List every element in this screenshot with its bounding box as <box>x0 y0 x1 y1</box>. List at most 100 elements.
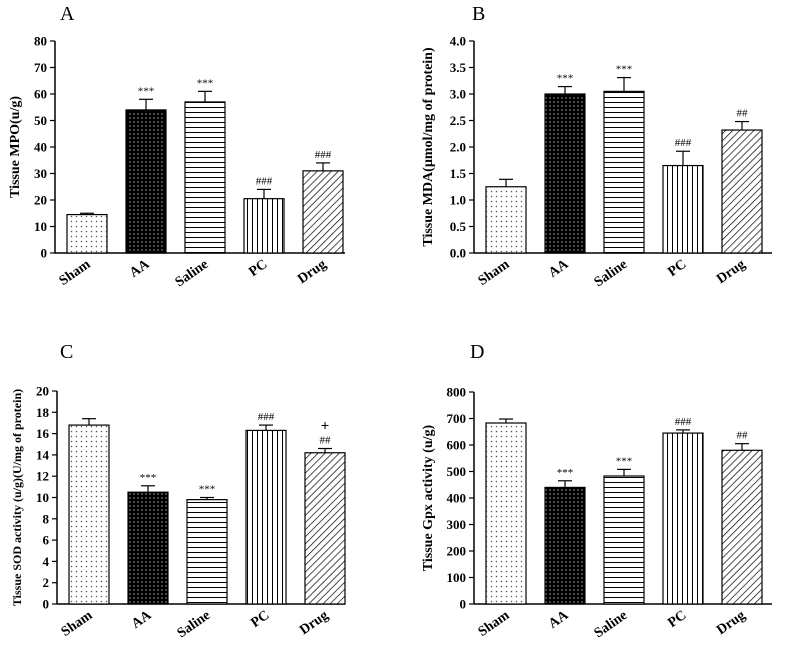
significance-mark: ### <box>315 149 332 161</box>
y-tick-label: 2.5 <box>450 113 467 128</box>
x-category-label: Drug <box>714 257 748 287</box>
y-tick-label: 10 <box>34 219 47 234</box>
y-tick-label: 0.0 <box>450 246 466 261</box>
significance-mark: *** <box>138 85 155 97</box>
y-tick-label: 30 <box>34 166 47 181</box>
x-category-label: Sham <box>476 257 513 289</box>
y-tick-label: 300 <box>447 517 467 532</box>
y-tick-label: 500 <box>447 464 467 479</box>
y-tick-label: 800 <box>447 385 467 400</box>
y-tick-label: 200 <box>447 544 467 559</box>
significance-mark: *** <box>616 64 633 76</box>
bar-aa <box>127 491 169 605</box>
x-category-label: Saline <box>592 608 631 641</box>
bar-drug <box>304 452 346 605</box>
panel-b: B Tissue MDA(µmol/mg of protein) 0.0 0.5 1.0… <box>421 3 772 290</box>
y-tick-label: 100 <box>447 570 467 585</box>
y-tick-label: 4.0 <box>450 34 466 49</box>
y-tick-label: 20 <box>34 193 47 208</box>
y-tick-label: 12 <box>36 469 49 484</box>
bar-drug <box>721 449 763 605</box>
panel-label: C <box>60 341 73 363</box>
bar-saline <box>186 499 228 605</box>
bar-sham <box>485 186 527 254</box>
y-axis-label: Tissue SOD activity (u/g)(U/mg of protei… <box>10 389 24 606</box>
panel-c: C Tissue SOD activity (u/g)(U/mg of prote… <box>10 341 346 641</box>
panel-d: D Tissue Gpx activity (u/g) 0 100 200 300 400 5… <box>421 341 772 641</box>
significance-mark: *** <box>557 73 574 85</box>
x-category-label: Sham <box>59 608 96 640</box>
bar-drug <box>302 170 344 254</box>
y-tick-label: 400 <box>447 491 467 506</box>
y-tick-label: 2 <box>43 575 50 590</box>
bar-aa <box>125 109 167 254</box>
significance-mark: *** <box>557 467 574 479</box>
x-category-label: Sham <box>476 608 513 640</box>
panel-label: D <box>470 341 484 363</box>
panel-label: B <box>472 3 485 25</box>
bar-aa <box>544 486 586 605</box>
x-category-label: AA <box>129 607 155 631</box>
bar-aa <box>544 93 586 254</box>
x-category-label: Drug <box>297 608 331 638</box>
significance-mark: *** <box>199 484 216 496</box>
y-tick-label: 18 <box>36 405 50 420</box>
x-category-label: PC <box>248 608 272 631</box>
significance-mark: ## <box>737 430 749 442</box>
significance-mark: ## <box>737 108 749 120</box>
y-tick-label: 6 <box>43 533 50 548</box>
y-tick-label: 60 <box>34 87 47 102</box>
y-axis-label: Tissue Gpx activity (u/g) <box>421 424 436 571</box>
significance-mark: ## <box>320 435 332 447</box>
x-category-label: Saline <box>592 257 631 290</box>
y-tick-label: 16 <box>36 426 50 441</box>
bar-sham <box>68 424 110 605</box>
significance-mark: *** <box>197 77 214 89</box>
bar-sham <box>485 422 527 605</box>
y-axis-label: Tissue MDA(µmol/mg of protein) <box>421 47 436 247</box>
significance-mark: *** <box>140 472 157 484</box>
y-tick-label: 0 <box>43 597 50 612</box>
x-category-label: PC <box>665 608 689 631</box>
y-tick-label: 20 <box>36 384 49 399</box>
y-tick-label: 3.0 <box>450 87 466 102</box>
y-tick-label: 70 <box>34 60 47 75</box>
bar-saline <box>603 475 645 605</box>
y-tick-label: 1.5 <box>450 166 467 181</box>
bar-pc <box>243 198 285 254</box>
y-tick-label: 10 <box>36 490 49 505</box>
x-category-label: Sham <box>57 257 94 289</box>
x-category-label: AA <box>546 607 572 631</box>
x-category-label: AA <box>546 256 572 280</box>
y-tick-label: 3.5 <box>450 60 467 75</box>
y-tick-label: 600 <box>447 438 467 453</box>
y-axis-label: Tissue MPO(u/g) <box>8 96 23 198</box>
significance-mark: ### <box>675 137 692 149</box>
bar-saline <box>603 90 645 254</box>
significance-mark: *** <box>616 455 633 467</box>
y-tick-label: 0 <box>460 597 467 612</box>
x-category-label: AA <box>127 256 153 280</box>
x-category-label: PC <box>665 257 689 280</box>
bar-pc <box>245 429 287 605</box>
y-tick-label: 0 <box>41 246 48 261</box>
y-tick-label: 0.5 <box>450 219 467 234</box>
y-tick-label: 40 <box>34 140 47 155</box>
y-tick-label: 80 <box>34 34 47 49</box>
y-tick-label: 700 <box>447 411 467 426</box>
bar-pc <box>662 432 704 605</box>
significance-mark: ### <box>258 411 275 423</box>
y-tick-label: 2.0 <box>450 140 466 155</box>
y-tick-label: 14 <box>36 447 50 462</box>
significance-mark: ### <box>256 175 273 187</box>
bar-drug <box>721 129 763 254</box>
bar-sham <box>66 213 108 254</box>
panel-a: A Tissue MPO(u/g) 0 10 20 30 40 50 60 70 80 Sham ***… <box>8 3 345 290</box>
x-category-label: PC <box>246 257 270 280</box>
significance-mark: ### <box>675 416 692 428</box>
y-tick-label: 4 <box>43 554 50 569</box>
panel-label: A <box>60 3 75 25</box>
x-category-label: Saline <box>175 608 214 641</box>
bar-saline <box>184 101 226 254</box>
